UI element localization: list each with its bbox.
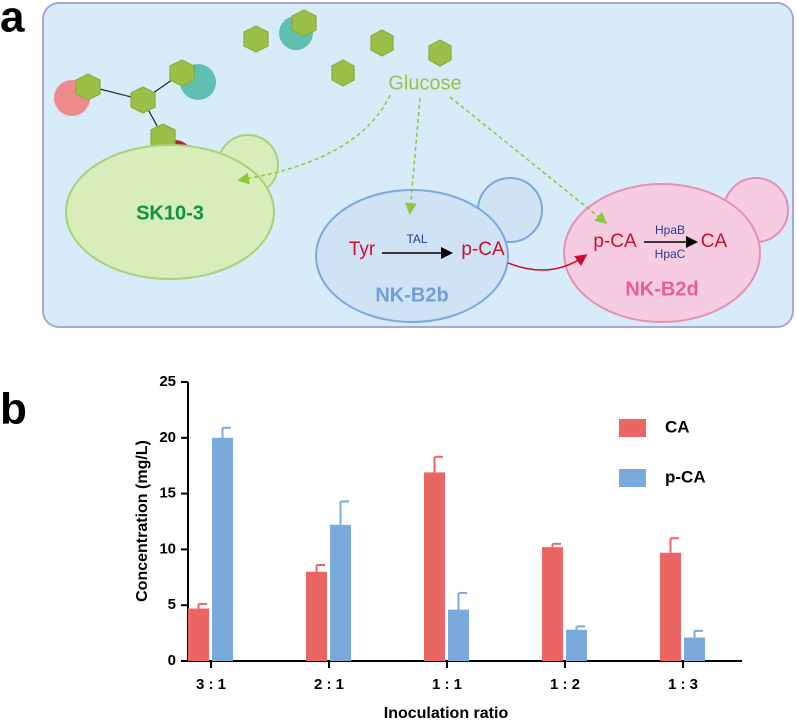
- x-tick-label: 1 : 2: [550, 676, 580, 693]
- legend-label: CA: [665, 417, 690, 436]
- panel-label: a: [0, 0, 25, 42]
- label: TAL: [406, 232, 427, 246]
- bar: [306, 571, 327, 661]
- y-tick-label: 20: [159, 429, 176, 446]
- y-tick-label: 5: [168, 596, 176, 613]
- y-tick-label: 10: [159, 540, 176, 557]
- x-tick-label: 1 : 1: [432, 676, 462, 693]
- bar: [448, 609, 469, 661]
- bar: [542, 547, 563, 661]
- y-tick-label: 0: [168, 652, 176, 669]
- x-tick-label: 2 : 1: [314, 676, 344, 693]
- bar: [684, 637, 705, 661]
- bar: [660, 552, 681, 661]
- bar: [330, 524, 351, 661]
- cell-label: NK-B2b: [375, 284, 448, 306]
- bar: [212, 437, 233, 661]
- y-tick-label: 15: [159, 485, 176, 502]
- x-tick-label: 3 : 1: [196, 676, 226, 693]
- bar: [424, 472, 445, 661]
- x-axis-title: Inoculation ratio: [384, 705, 509, 722]
- label: Glucose: [388, 72, 461, 94]
- bar: [566, 629, 587, 661]
- legend-label: p-CA: [665, 467, 706, 486]
- panel-label: b: [0, 385, 27, 434]
- cells: [65, 134, 789, 323]
- label: p-CA: [593, 231, 637, 252]
- cell-label: SK10-3: [136, 202, 204, 224]
- cell-label: NK-B2d: [625, 278, 698, 300]
- arrows: [237, 94, 698, 271]
- legend-swatch: [619, 469, 646, 487]
- label: HpaC: [655, 247, 686, 261]
- label: Tyr: [349, 239, 376, 260]
- label: HpaB: [655, 223, 685, 237]
- label: CA: [701, 231, 728, 252]
- y-tick-label: 25: [159, 373, 176, 390]
- label: p-CA: [461, 239, 505, 260]
- y-axis-title: Concentration (mg/L): [134, 440, 151, 602]
- bar: [188, 608, 209, 661]
- legend-swatch: [619, 419, 646, 437]
- x-tick-label: 1 : 3: [668, 676, 698, 693]
